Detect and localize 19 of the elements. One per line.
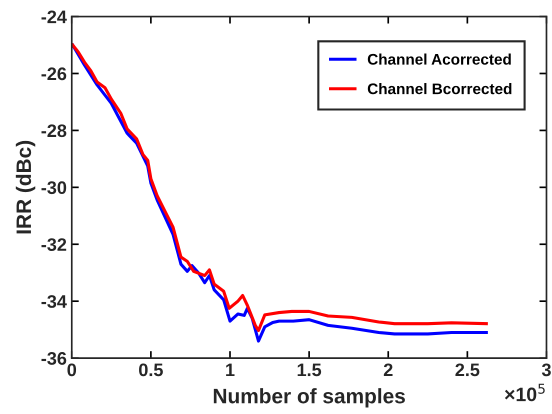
y-tick-label: -30: [42, 181, 66, 194]
y-axis-title: IRR (dBc): [16, 140, 36, 234]
x-axis-title: Number of samples: [214, 388, 405, 408]
x-tick-label: 1: [226, 364, 235, 376]
x-tick-label: 2.5: [455, 363, 480, 376]
text: ×10$^{5}$: [504, 384, 545, 402]
legend-label: Channel Acorrected: [368, 54, 511, 65]
y-tick-label: -28: [42, 124, 66, 138]
x-tick-label: 0: [67, 363, 76, 376]
y-tick-label: -24: [42, 10, 67, 24]
y-tick-label: -36: [42, 352, 66, 365]
legend-label: Channel Bcorrected: [368, 83, 512, 94]
x-tick-label: 2: [384, 363, 393, 376]
x-tick-label: 1.5: [298, 364, 322, 376]
y-tick-label: -32: [42, 238, 66, 252]
x-tick-label: 3: [542, 363, 551, 376]
y-tick-label: -34: [42, 295, 67, 308]
y-tick-label: -26: [42, 67, 66, 80]
x-tick-label: 0.5: [139, 363, 163, 376]
